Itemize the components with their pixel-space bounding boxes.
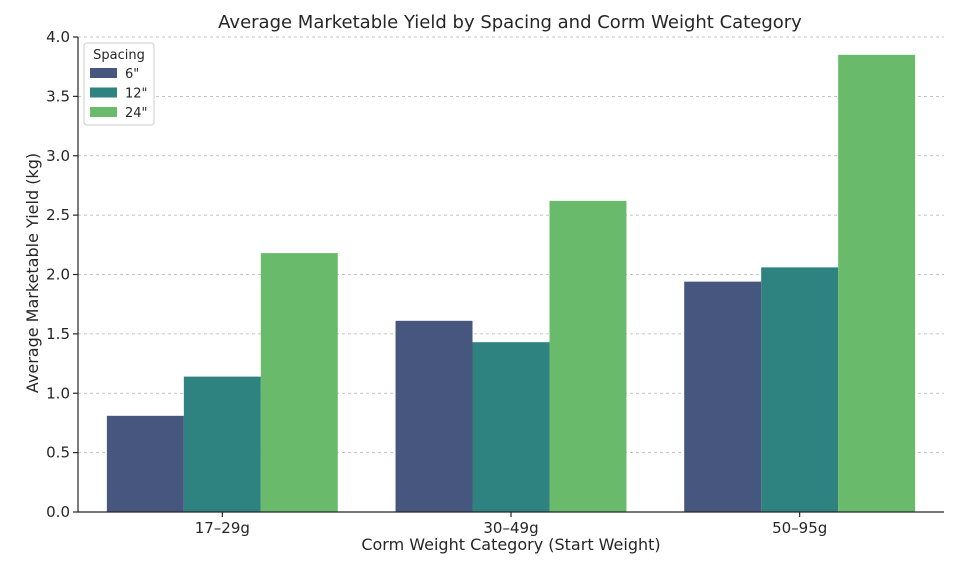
bar <box>395 320 473 512</box>
bar <box>106 415 184 512</box>
bar <box>183 376 261 512</box>
legend-label: 12" <box>125 87 148 102</box>
y-tick-label: 1.5 <box>46 325 70 343</box>
y-tick-label: 1.0 <box>46 384 70 402</box>
chart-title: Average Marketable Yield by Spacing and … <box>218 12 802 33</box>
x-axis-ticks: 17–29g 30–49g 50–95g <box>195 512 827 537</box>
y-axis-ticks: 0.0 0.5 1.0 1.5 2.0 2.5 3.0 3.5 4.0 <box>46 28 78 521</box>
legend-title: Spacing <box>93 48 145 63</box>
legend-label: 6" <box>125 67 139 82</box>
x-tick-label: 17–29g <box>195 519 250 537</box>
bar <box>549 200 627 512</box>
bar <box>260 253 338 512</box>
y-tick-label: 0.0 <box>46 503 70 521</box>
y-axis-label: Average Marketable Yield (kg) <box>23 153 42 393</box>
legend-label: 24" <box>125 106 148 121</box>
bar <box>472 342 550 512</box>
legend-frame <box>83 42 155 126</box>
y-tick-label: 3.0 <box>46 147 70 165</box>
y-tick-label: 3.5 <box>46 87 70 105</box>
y-tick-label: 0.5 <box>46 444 70 462</box>
bars <box>106 54 916 512</box>
bar <box>761 267 839 512</box>
y-tick-label: 2.0 <box>46 266 70 284</box>
legend-swatch <box>90 68 117 78</box>
x-axis-label: Corm Weight Category (Start Weight) <box>361 535 660 554</box>
bar <box>838 54 916 512</box>
legend-swatch <box>90 107 117 117</box>
y-tick-label: 2.5 <box>46 206 70 224</box>
x-tick-label: 30–49g <box>483 519 538 537</box>
legend-swatch <box>90 87 117 98</box>
x-tick-label: 50–95g <box>772 519 827 537</box>
y-tick-label: 4.0 <box>46 28 70 46</box>
bar <box>684 281 762 512</box>
legend: Spacing 6" 12" 24" <box>83 42 155 126</box>
